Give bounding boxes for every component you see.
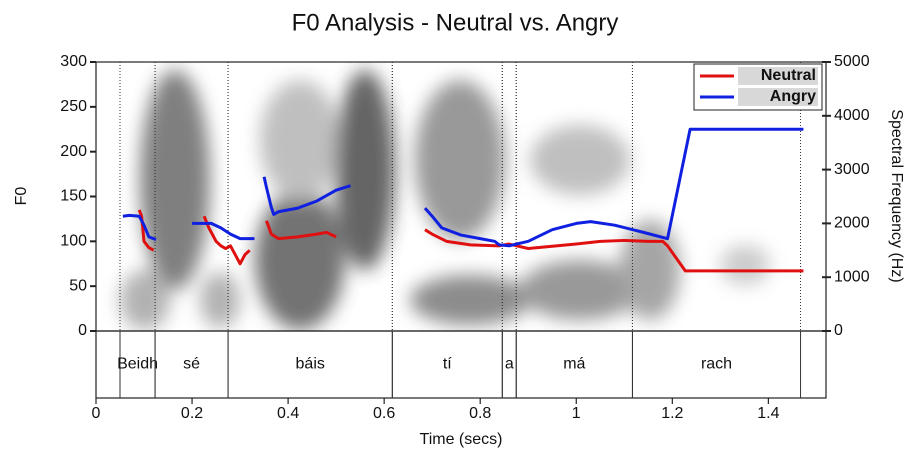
- y2-tick-label: 1000: [834, 268, 870, 285]
- y-tick-label: 100: [60, 233, 87, 250]
- legend-row-bg: [738, 88, 818, 106]
- y-tick-label: 250: [60, 98, 87, 115]
- y2-tick-label: 5000: [834, 53, 870, 70]
- y2-tick-label: 2000: [834, 215, 870, 232]
- f0-line: [137, 209, 804, 273]
- x-tick-label: 0: [92, 405, 101, 422]
- f0-line: [122, 127, 804, 248]
- legend-label: Neutral: [761, 67, 816, 84]
- interval-label: sé: [183, 356, 200, 373]
- interval-label: a: [505, 356, 514, 373]
- x-axis-label: Time (secs): [420, 431, 503, 448]
- y-tick-label: 150: [60, 188, 87, 205]
- x-tick-label: 0.6: [373, 405, 395, 422]
- interval-label: rach: [701, 356, 732, 373]
- x-tick-label: 1: [572, 405, 581, 422]
- legend-row-bg: [738, 67, 818, 85]
- y2-tick-label: 3000: [834, 161, 870, 178]
- y-tick-label: 50: [69, 277, 87, 294]
- legend: Neutral Angry: [693, 63, 823, 111]
- chart-title: F0 Analysis - Neutral vs. Angry: [292, 9, 619, 36]
- x-tick-label: 1.4: [757, 405, 779, 422]
- interval-label: má: [563, 356, 585, 373]
- y-tick-label: 200: [60, 143, 87, 160]
- interval-label: báis: [296, 356, 325, 373]
- x-tick-label: 0.4: [277, 405, 299, 422]
- interval-label: Beidh: [117, 356, 158, 373]
- x-tick-label: 0.2: [181, 405, 203, 422]
- spectrogram: [120, 70, 770, 330]
- x-tick-label: 0.8: [469, 405, 491, 422]
- tier-frame: [95, 330, 827, 399]
- y-tick-label: 300: [60, 53, 87, 70]
- legend-label: Angry: [770, 88, 816, 105]
- x-tick-label: 1.2: [661, 405, 683, 422]
- y-tick-label: 0: [78, 322, 87, 339]
- y2-tick-label: 4000: [834, 107, 870, 124]
- interval-label: tí: [443, 356, 452, 373]
- y-axis-label: F0: [13, 187, 30, 206]
- y2-tick-label: 0: [834, 322, 843, 339]
- y2-axis-label: Spectral Frequency (Hz): [888, 109, 905, 282]
